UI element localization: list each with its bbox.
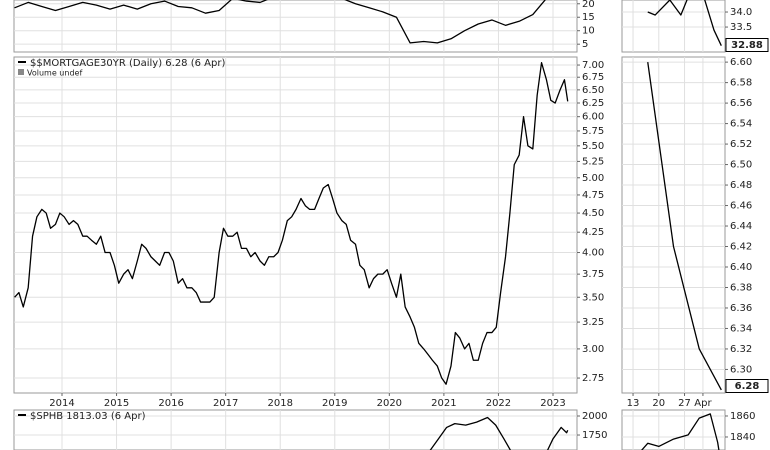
y-tick-label: 6.34: [730, 323, 752, 334]
x-tick-label: 2018: [267, 398, 292, 409]
last-value-box: [725, 38, 769, 52]
panel: [13, 56, 578, 394]
y-tick-label: 3.50: [582, 292, 604, 303]
last-value-label: 6.28: [735, 381, 760, 392]
panel: [621, 409, 726, 450]
x-tick-label: 20: [652, 398, 665, 409]
panel-plot: [622, 0, 725, 52]
y-tick-label: 6.25: [582, 98, 604, 109]
y-tick-label: 6.40: [730, 262, 752, 273]
y-tick-label: 3.00: [582, 344, 604, 355]
x-tick-label: 27: [678, 398, 691, 409]
y-tick-label: 5.75: [582, 126, 604, 137]
panel-plot: [622, 57, 725, 393]
y-tick-label: 4.75: [582, 190, 604, 201]
panel: [621, 56, 726, 394]
panel-plot: [14, 0, 577, 52]
y-tick-label: 6.58: [730, 78, 752, 89]
panel-plot: [14, 410, 577, 450]
y-tick-label: 6.48: [730, 180, 752, 191]
x-tick-label: 2020: [377, 398, 402, 409]
y-tick-label: 2.75: [582, 373, 604, 384]
y-tick-label: 4.50: [582, 208, 604, 219]
y-tick-label: 7.00: [582, 60, 604, 71]
y-tick-label: 1840: [730, 432, 755, 443]
y-tick-label: 6.60: [730, 57, 752, 68]
y-tick-label: 10: [582, 26, 595, 37]
y-tick-label: 5.00: [582, 173, 604, 184]
chart-subtitle: Volume undef: [27, 69, 82, 78]
y-tick-label: 3.25: [582, 317, 604, 328]
y-tick-label: 2000: [582, 411, 607, 422]
y-tick-label: 33.5: [730, 22, 752, 33]
x-tick-label: 2016: [158, 398, 183, 409]
x-tick-label: 2015: [104, 398, 129, 409]
x-tick-label: 2021: [431, 398, 456, 409]
y-tick-label: 6.00: [582, 112, 604, 123]
y-tick-label: 6.54: [730, 119, 752, 130]
last-value-box: [725, 379, 769, 393]
y-tick-label: 1750: [582, 430, 607, 441]
y-tick-label: 4.00: [582, 248, 604, 259]
price-line: [429, 416, 569, 450]
y-tick-label: 6.46: [730, 201, 752, 212]
y-tick-label: 34.0: [730, 7, 752, 18]
y-tick-label: 4.25: [582, 227, 604, 238]
panel: [13, 409, 578, 450]
panel-plot: [14, 57, 577, 393]
x-tick-label: 2022: [486, 398, 511, 409]
y-tick-label: 1860: [730, 411, 755, 422]
x-tick-label: 2019: [322, 398, 347, 409]
chart-title: $SPHB 1813.03 (6 Apr): [30, 411, 146, 422]
y-tick-label: 6.52: [730, 139, 752, 150]
last-value-label: 32.88: [731, 40, 763, 51]
price-line: [647, 0, 722, 46]
y-tick-label: 6.30: [730, 364, 752, 375]
volume-icon: [18, 69, 24, 75]
y-tick-label: 5.25: [582, 156, 604, 167]
y-tick-label: 6.38: [730, 282, 752, 293]
panel: [621, 0, 726, 53]
y-tick-label: 6.32: [730, 344, 752, 355]
y-tick-label: 6.75: [582, 72, 604, 83]
price-line: [647, 62, 722, 391]
y-tick-label: 6.56: [730, 98, 752, 109]
x-tick-label: 2014: [49, 398, 74, 409]
y-tick-label: 6.42: [730, 242, 752, 253]
y-tick-label: 6.50: [730, 160, 752, 171]
x-tick-label: Apr: [694, 398, 712, 409]
price-line: [14, 0, 546, 44]
y-tick-label: 6.44: [730, 221, 752, 232]
y-tick-label: 6.36: [730, 303, 752, 314]
y-tick-label: 5: [582, 39, 588, 50]
chart-title: $$MORTGAGE30YR (Daily) 6.28 (6 Apr): [30, 58, 225, 69]
x-tick-label: 13: [627, 398, 640, 409]
y-tick-label: 6.50: [582, 85, 604, 96]
panel-plot: [622, 410, 725, 450]
price-line: [640, 413, 720, 450]
x-tick-label: 2017: [213, 398, 238, 409]
y-tick-label: 3.75: [582, 269, 604, 280]
y-tick-label: 15: [582, 12, 595, 23]
y-tick-label: 20: [582, 0, 595, 10]
price-line: [14, 62, 569, 385]
y-tick-label: 5.50: [582, 141, 604, 152]
x-tick-label: 2023: [540, 398, 565, 409]
